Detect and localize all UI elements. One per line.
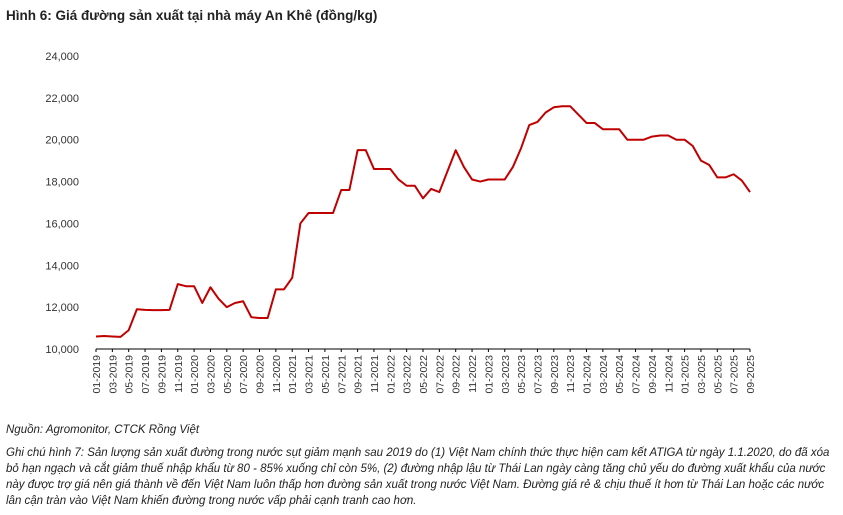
- x-tick-label: 11-2024: [663, 355, 675, 393]
- x-tick-label: 07-2024: [631, 355, 643, 394]
- x-tick-label: 05-2022: [418, 355, 430, 394]
- y-tick-label: 10,000: [45, 344, 79, 356]
- x-tick-label: 03-2024: [598, 355, 610, 394]
- x-tick-label: 07-2023: [532, 355, 544, 394]
- x-tick-label: 11-2023: [565, 355, 577, 393]
- x-tick-label: 03-2025: [696, 355, 708, 394]
- x-tick-label: 05-2025: [712, 355, 724, 394]
- x-tick-label: 03-2020: [205, 355, 217, 394]
- footnote: Ghi chú hình 7: Sản lượng sản xuất đường…: [6, 447, 830, 507]
- x-tick-label: 03-2019: [107, 355, 119, 394]
- x-tick-label: 11-2019: [173, 355, 185, 393]
- x-tick-label: 03-2022: [402, 355, 414, 394]
- x-tick-label: 01-2019: [91, 355, 103, 394]
- x-tick-label: 05-2019: [124, 355, 136, 394]
- x-tick-label: 07-2019: [140, 355, 152, 394]
- y-tick-label: 16,000: [45, 218, 79, 230]
- y-tick-label: 14,000: [45, 260, 79, 272]
- line-chart: 10,000 12,000 14,000 16,000 18,000 20,000 22,0…: [45, 51, 757, 394]
- source-note: Nguồn: Agromonitor, CTCK Rồng Việt: [6, 424, 200, 436]
- x-tick-label: 07-2022: [434, 355, 446, 394]
- x-axis-ticks: 01-2019 03-2019 05-2019 07-2019 09-2019 11-20…: [91, 349, 757, 394]
- x-tick-label: 07-2020: [238, 355, 250, 394]
- x-tick-label: 01-2023: [483, 355, 495, 394]
- x-tick-label: 01-2021: [287, 355, 299, 394]
- y-axis-ticks: 10,000 12,000 14,000 16,000 18,000 20,000 22,0…: [45, 51, 79, 356]
- x-tick-label: 03-2021: [304, 355, 316, 394]
- x-tick-label: 01-2020: [189, 355, 201, 394]
- x-tick-label: 11-2022: [467, 355, 479, 393]
- x-tick-label: 05-2023: [516, 355, 528, 394]
- x-tick-label: 01-2022: [385, 355, 397, 394]
- x-tick-label: 07-2025: [729, 355, 741, 394]
- x-tick-label: 09-2023: [549, 355, 561, 394]
- series-group: [95, 105, 751, 338]
- x-tick-label: 09-2021: [353, 355, 365, 394]
- price-series-line: [95, 105, 751, 338]
- x-tick-label: 01-2024: [582, 355, 594, 394]
- x-tick-label: 07-2021: [336, 355, 348, 394]
- x-tick-label: 11-2021: [369, 355, 381, 393]
- x-tick-label: 05-2024: [614, 355, 626, 394]
- x-tick-label: 09-2024: [647, 355, 659, 394]
- x-tick-label: 03-2023: [500, 355, 512, 394]
- y-tick-label: 20,000: [45, 135, 79, 147]
- x-tick-label: 09-2019: [156, 355, 168, 394]
- y-tick-label: 12,000: [45, 302, 79, 314]
- y-tick-label: 18,000: [45, 177, 79, 189]
- x-tick-label: 05-2021: [320, 355, 332, 394]
- y-tick-label: 22,000: [45, 93, 79, 105]
- y-tick-label: 24,000: [45, 51, 79, 63]
- x-tick-label: 05-2020: [222, 355, 234, 394]
- x-tick-label: 09-2022: [451, 355, 463, 394]
- x-tick-label: 11-2020: [271, 355, 283, 393]
- x-tick-label: 09-2020: [255, 355, 267, 394]
- x-tick-label: 01-2025: [680, 355, 692, 394]
- x-tick-label: 09-2025: [745, 355, 757, 394]
- chart-title: Hình 6: Giá đường sản xuất tại nhà máy A…: [6, 8, 378, 23]
